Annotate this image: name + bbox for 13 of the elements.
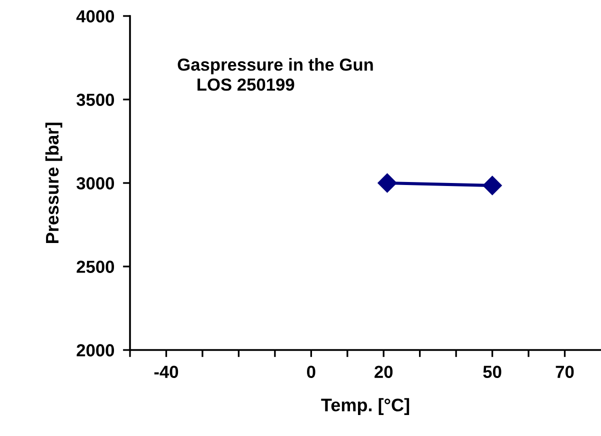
y-axis-title: Pressure [bar] (45, 122, 62, 244)
y-tick-label: 2500 (76, 260, 114, 273)
x-tick-label: 70 (556, 366, 574, 378)
x-tick-label: -40 (154, 366, 178, 378)
x-tick-label: 0 (307, 366, 316, 378)
text: Gaspressure in the Gun LOS 250199 (178, 58, 373, 91)
y-tick-label: 3000 (76, 177, 114, 190)
y-tick-label: 2000 (76, 344, 114, 356)
x-tick-label: 20 (374, 366, 393, 378)
y-tick-label: 4000 (76, 10, 114, 22)
x-tick-label: 50 (483, 366, 502, 378)
x-axis-title: Temp. [°C] (321, 398, 410, 415)
y-tick-label: 3500 (76, 94, 114, 106)
